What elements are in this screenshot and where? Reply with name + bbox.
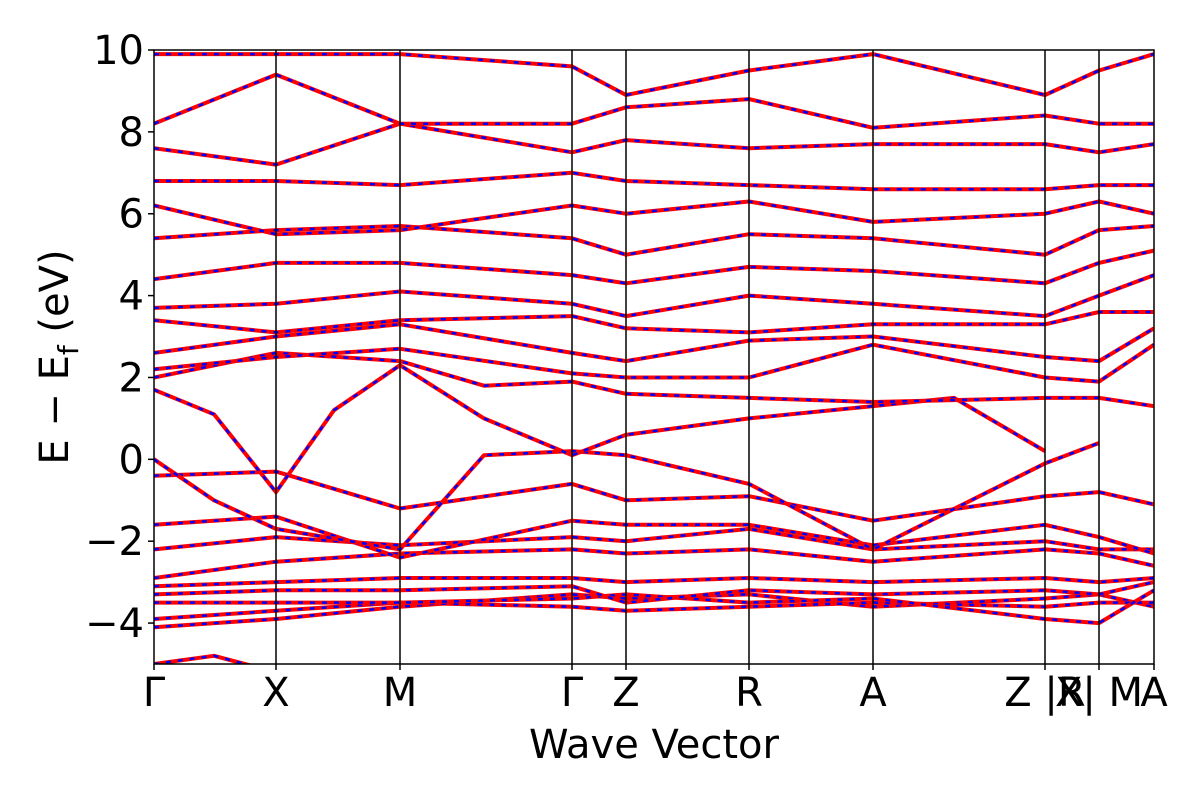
plot-frame	[153, 49, 1155, 665]
band-line-calc2-15	[154, 310, 1154, 334]
y-tick-label-5: 0	[119, 437, 144, 483]
band-line-calc2-13	[154, 343, 1154, 383]
y-tick-label-6: −2	[85, 519, 144, 565]
y-axis-label-subscript: f	[52, 344, 85, 355]
band-line-calc2-22	[154, 73, 1154, 130]
band-line-calc2-12	[154, 351, 1154, 408]
y-tick-label-1: 8	[119, 110, 144, 156]
band-line-calc2-20	[154, 171, 1154, 191]
x-tick-label-3: Γ	[561, 670, 584, 716]
band-line-calc1-17	[154, 248, 1154, 286]
x-tick-label-6: A	[859, 670, 887, 716]
band-line-calc2-8	[154, 515, 1154, 559]
band-line-calc2-0	[154, 654, 250, 664]
band-line-calc1-21	[154, 121, 1154, 167]
band-line-calc2-9	[154, 470, 1154, 522]
x-tick-label-8: X| M	[1055, 670, 1143, 716]
band-line-calc2-2	[154, 601, 1154, 621]
band-line-calc1-6	[154, 547, 1154, 580]
band-line-calc2-16	[154, 273, 1154, 318]
y-tick-label-7: −4	[85, 601, 144, 647]
y-tick-label-2: 6	[119, 192, 144, 238]
band-line-calc1-11	[154, 363, 1047, 495]
band-line-calc2-19	[154, 200, 1154, 236]
x-tick-label-2: M	[383, 670, 418, 716]
y-tick-label-0: 10	[93, 28, 144, 74]
band-lines	[154, 52, 1154, 664]
x-tick-label-4: Z	[612, 670, 639, 716]
band-line-calc2-5	[154, 576, 1154, 588]
band-line-calc2-3	[154, 589, 1154, 625]
band-line-calc2-18	[154, 224, 1154, 256]
band-line-calc2-4	[154, 580, 1154, 604]
band-line-calc2-14	[154, 323, 1154, 363]
x-axis-label: Wave Vector	[529, 722, 780, 768]
y-tick-label-4: 2	[119, 355, 144, 401]
x-tick-label-1: X	[262, 670, 289, 716]
y-axis-label: E − Ef (eV)	[32, 249, 85, 464]
y-axis-label-unit: (eV)	[32, 249, 78, 345]
band-line-calc2-23	[154, 52, 1154, 97]
band-line-calc1-9	[154, 469, 1154, 523]
band-line-calc2-7	[154, 527, 1154, 551]
band-line-calc2-11	[154, 363, 1046, 495]
band-line-calc2-1	[154, 593, 1154, 629]
x-tick-label-9: A	[1140, 670, 1168, 716]
band-line-calc1-20	[154, 170, 1154, 192]
band-line-calc1-5	[154, 576, 1154, 589]
x-tick-label-5: R	[735, 670, 763, 716]
band-line-calc1-22	[154, 72, 1154, 130]
x-tick-label-7: Z |R	[1004, 670, 1085, 716]
x-tick-label-0: Γ	[143, 670, 166, 716]
y-tick-label-3: 4	[119, 274, 144, 320]
y-axis-label-main: E − E	[32, 355, 78, 465]
y-axis-ticks: 10 8 6 4 2 0 −2 −4	[85, 28, 154, 647]
high-symmetry-lines	[275, 50, 1100, 664]
